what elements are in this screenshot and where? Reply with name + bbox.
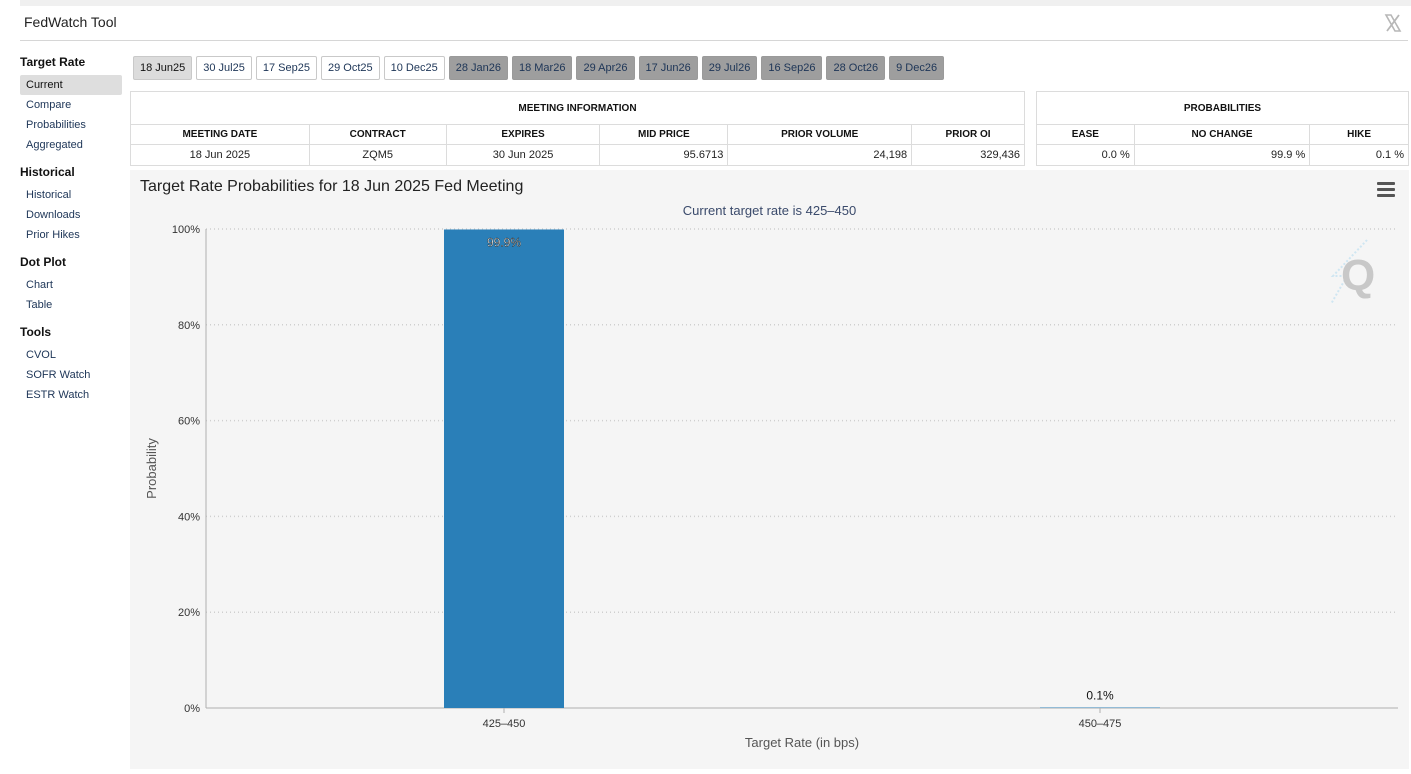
contract-value: ZQM5 xyxy=(308,144,447,166)
bar xyxy=(1040,707,1160,709)
no-change-value: 99.9 % xyxy=(1133,144,1311,166)
col-hike: HIKE xyxy=(1309,124,1409,145)
tab-18-mar26[interactable]: 18 Mar26 xyxy=(511,56,573,80)
data-label: 99.9% xyxy=(487,235,521,249)
tab-29-oct25[interactable]: 29 Oct25 xyxy=(320,56,380,80)
expires-value: 30 Jun 2025 xyxy=(445,144,601,166)
sidebar-item-estr-watch[interactable]: ESTR Watch xyxy=(26,389,90,401)
app-title: FedWatch Tool xyxy=(24,14,117,30)
x-axis-title: Target Rate (in bps) xyxy=(745,735,859,750)
col-expires: EXPIRES xyxy=(445,124,601,145)
y-tick-label: 0% xyxy=(184,703,200,715)
tab-28-jan26[interactable]: 28 Jan26 xyxy=(448,56,508,80)
hike-value: 0.1 % xyxy=(1309,144,1409,166)
sidebar-item-probabilities[interactable]: Probabilities xyxy=(26,119,86,131)
x-tick-label: 450–475 xyxy=(1079,718,1122,730)
col-mid-price: MID PRICE xyxy=(599,124,729,145)
sidebar-item-table[interactable]: Table xyxy=(26,299,53,311)
sidebar-heading: Dot Plot xyxy=(20,255,66,269)
sidebar-item-chart[interactable]: Chart xyxy=(26,279,53,291)
tab-18-jun25[interactable]: 18 Jun25 xyxy=(133,56,193,80)
sidebar-item-sofr-watch[interactable]: SOFR Watch xyxy=(26,369,91,381)
tab-30-jul25[interactable]: 30 Jul25 xyxy=(196,56,252,80)
hamburger-menu-icon[interactable] xyxy=(1377,182,1395,198)
x-tick-label: 425–450 xyxy=(483,718,526,730)
prior-volume-value: 24,198 xyxy=(727,144,913,166)
col-prior-oi: PRIOR OI xyxy=(911,124,1025,145)
svg-text:Q: Q xyxy=(1341,251,1375,300)
top-strip xyxy=(20,0,1411,6)
tab-29-apr26[interactable]: 29 Apr26 xyxy=(576,56,635,80)
sidebar-item-cvol[interactable]: CVOL xyxy=(26,349,56,361)
tab-17-sep25[interactable]: 17 Sep25 xyxy=(255,56,317,80)
col-ease: EASE xyxy=(1036,124,1135,145)
sidebar-heading: Historical xyxy=(20,165,75,179)
tab-17-jun26[interactable]: 17 Jun26 xyxy=(638,56,698,80)
bar-chart: 0% 20% 40% 60% 80% 100% 99.9% 425–450 0.1% 450–47… xyxy=(144,224,1398,750)
y-axis-title: Probability xyxy=(144,438,159,499)
y-tick-label: 40% xyxy=(178,511,200,523)
x-logo-icon[interactable] xyxy=(1382,12,1404,34)
q-logo-icon: Q xyxy=(1330,239,1375,305)
prior-oi-value: 329,436 xyxy=(911,144,1025,166)
y-tick-label: 80% xyxy=(178,320,200,332)
meeting-tabs: 18 Jun25 30 Jul25 17 Sep25 29 Oct25 10 Dec25… xyxy=(133,56,948,80)
sidebar-item-compare[interactable]: Compare xyxy=(26,99,72,111)
col-no-change: NO CHANGE xyxy=(1133,124,1311,145)
sidebar-section: Tools CVOL SOFR Watch ESTR Watch xyxy=(20,325,122,405)
sidebar-section: Historical Historical Downloads Prior Hikes xyxy=(20,165,122,245)
probabilities-table: PROBABILITIES EASE NO CHANGE HIKE 0.0 % … xyxy=(1036,91,1409,166)
sidebar-item-current[interactable]: Current xyxy=(20,75,122,95)
y-tick-label: 100% xyxy=(172,224,200,236)
sidebar-heading: Tools xyxy=(20,325,52,339)
sidebar: Target Rate Current Compare Probabilities Ag… xyxy=(20,55,122,415)
y-tick-label: 20% xyxy=(178,607,200,619)
chart-subtitle: Current target rate is 425–450 xyxy=(682,203,857,218)
sidebar-heading: Target Rate xyxy=(20,55,86,69)
mid-price-value: 95.6713 xyxy=(599,144,729,166)
tab-10-dec25[interactable]: 10 Dec25 xyxy=(383,56,445,80)
meeting-information-caption: MEETING INFORMATION xyxy=(130,91,1025,125)
col-prior-volume: PRIOR VOLUME xyxy=(727,124,913,145)
sidebar-section: Dot Plot Chart Table xyxy=(20,255,122,315)
tab-9-dec26[interactable]: 9 Dec26 xyxy=(889,56,945,80)
tab-28-oct26[interactable]: 28 Oct26 xyxy=(826,56,886,80)
sidebar-item-downloads[interactable]: Downloads xyxy=(26,209,81,221)
col-meeting-date: MEETING DATE xyxy=(130,124,310,145)
sidebar-item-historical[interactable]: Historical xyxy=(26,189,72,201)
app-header: FedWatch Tool xyxy=(20,6,1408,41)
meeting-date-value: 18 Jun 2025 xyxy=(130,144,310,166)
probabilities-caption: PROBABILITIES xyxy=(1036,91,1409,125)
chart-title: Target Rate Probabilities for 18 Jun 202… xyxy=(140,178,524,195)
tab-29-jul26[interactable]: 29 Jul26 xyxy=(701,56,758,80)
sidebar-item-aggregated[interactable]: Aggregated xyxy=(26,139,83,151)
meeting-information-table: MEETING INFORMATION MEETING DATE CONTRAC… xyxy=(130,91,1025,166)
sidebar-section: Target Rate Current Compare Probabilities Ag… xyxy=(20,55,122,155)
ease-value: 0.0 % xyxy=(1036,144,1135,166)
data-label: 0.1% xyxy=(1086,689,1114,703)
sidebar-item-prior-hikes[interactable]: Prior Hikes xyxy=(26,229,80,241)
tab-16-sep26[interactable]: 16 Sep26 xyxy=(761,56,823,80)
y-tick-label: 60% xyxy=(178,416,200,428)
col-contract: CONTRACT xyxy=(308,124,447,145)
chart-panel: Target Rate Probabilities for 18 Jun 202… xyxy=(130,170,1409,769)
bar xyxy=(444,229,564,708)
